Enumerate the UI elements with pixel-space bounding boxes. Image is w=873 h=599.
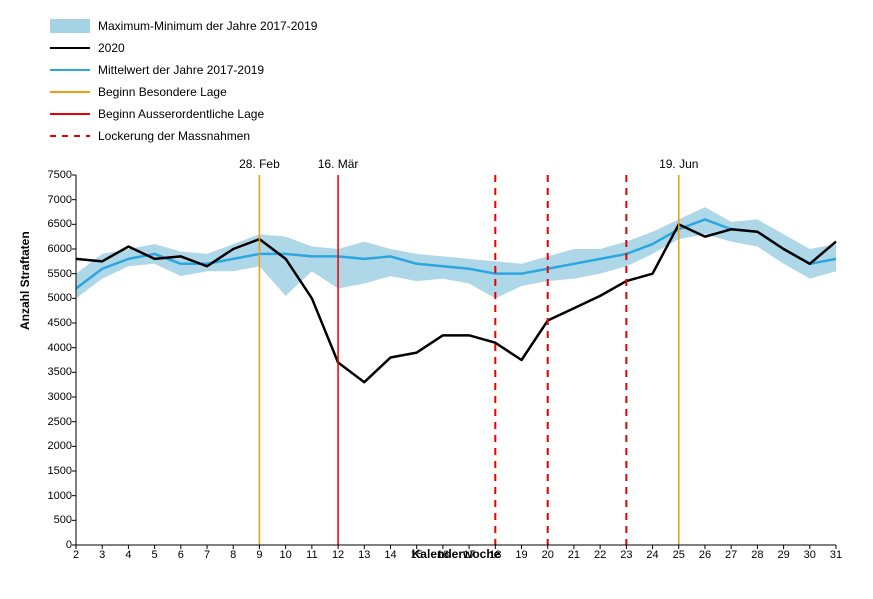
legend-label: Lockerung der Massnahmen <box>98 129 250 143</box>
plot-area: 0500100015002000250030003500400045005000… <box>76 175 836 545</box>
legend: Maximum-Minimum der Jahre 2017-2019 2020 M… <box>10 10 863 157</box>
y-tick-label: 4500 <box>48 317 72 329</box>
x-tick-label: 5 <box>152 549 158 561</box>
y-tick-label: 3500 <box>48 366 72 378</box>
y-tick-label: 2500 <box>48 416 72 428</box>
x-tick-label: 14 <box>384 549 396 561</box>
vline-annotation: 28. Feb <box>239 157 280 171</box>
x-tick-label: 4 <box>125 549 131 561</box>
legend-label: Maximum-Minimum der Jahre 2017-2019 <box>98 19 317 33</box>
legend-item: Lockerung der Massnahmen <box>50 125 863 147</box>
x-tick-label: 30 <box>804 549 816 561</box>
y-tick-label: 3000 <box>48 391 72 403</box>
series-year_2020 <box>76 224 836 382</box>
x-tick-label: 19 <box>515 549 527 561</box>
y-tick-label: 5500 <box>48 268 72 280</box>
legend-label: Mittelwert der Jahre 2017-2019 <box>98 63 264 77</box>
x-tick-label: 18 <box>489 549 501 561</box>
y-tick-label: 6500 <box>48 218 72 230</box>
x-tick-label: 22 <box>594 549 606 561</box>
x-tick-label: 28 <box>751 549 763 561</box>
x-tick-label: 26 <box>699 549 711 561</box>
y-tick-label: 1500 <box>48 465 72 477</box>
chart-svg <box>76 175 836 545</box>
crime-chart: Maximum-Minimum der Jahre 2017-20192020M… <box>10 10 863 589</box>
legend-swatch <box>50 107 90 121</box>
x-tick-label: 24 <box>646 549 658 561</box>
legend-item: Maximum-Minimum der Jahre 2017-2019 <box>50 15 863 37</box>
x-tick-label: 10 <box>280 549 292 561</box>
y-axis-label: Anzahl Straftaten <box>18 231 32 330</box>
legend-swatch <box>50 19 90 33</box>
x-tick-label: 29 <box>777 549 789 561</box>
y-tick-label: 5000 <box>48 292 72 304</box>
min-max-band <box>76 207 836 298</box>
x-tick-label: 11 <box>306 549 317 561</box>
x-tick-label: 25 <box>673 549 685 561</box>
x-tick-label: 15 <box>411 549 423 561</box>
legend-swatch <box>50 129 90 143</box>
x-tick-label: 17 <box>463 549 475 561</box>
x-tick-label: 31 <box>830 549 842 561</box>
x-tick-label: 21 <box>568 549 580 561</box>
x-tick-label: 6 <box>178 549 184 561</box>
vline-annotation: 19. Jun <box>659 157 698 171</box>
x-tick-label: 20 <box>542 549 554 561</box>
legend-item: Mittelwert der Jahre 2017-2019 <box>50 59 863 81</box>
y-tick-label: 7000 <box>48 194 72 206</box>
x-tick-label: 3 <box>99 549 105 561</box>
legend-label: 2020 <box>98 41 125 55</box>
y-tick-label: 2000 <box>48 440 72 452</box>
y-tick-label: 0 <box>66 539 72 551</box>
legend-item: 2020 <box>50 37 863 59</box>
x-tick-label: 13 <box>358 549 370 561</box>
x-tick-label: 7 <box>204 549 210 561</box>
x-axis-label: Kalenderwoche <box>76 547 836 561</box>
x-tick-label: 9 <box>256 549 262 561</box>
legend-item: Beginn Ausserordentliche Lage <box>50 103 863 125</box>
x-tick-label: 16 <box>437 549 449 561</box>
legend-swatch <box>50 85 90 99</box>
x-tick-label: 2 <box>73 549 79 561</box>
x-tick-label: 27 <box>725 549 737 561</box>
y-tick-label: 7500 <box>48 169 72 181</box>
legend-swatch <box>50 63 90 77</box>
y-tick-label: 500 <box>54 514 72 526</box>
y-tick-label: 1000 <box>48 490 72 502</box>
x-tick-label: 8 <box>230 549 236 561</box>
vline-annotation: 16. Mär <box>318 157 359 171</box>
x-tick-label: 23 <box>620 549 632 561</box>
legend-swatch <box>50 41 90 55</box>
y-tick-label: 6000 <box>48 243 72 255</box>
x-tick-label: 12 <box>332 549 344 561</box>
y-tick-label: 4000 <box>48 342 72 354</box>
legend-item: Beginn Besondere Lage <box>50 81 863 103</box>
legend-label: Beginn Besondere Lage <box>98 85 227 99</box>
legend-label: Beginn Ausserordentliche Lage <box>98 107 264 121</box>
